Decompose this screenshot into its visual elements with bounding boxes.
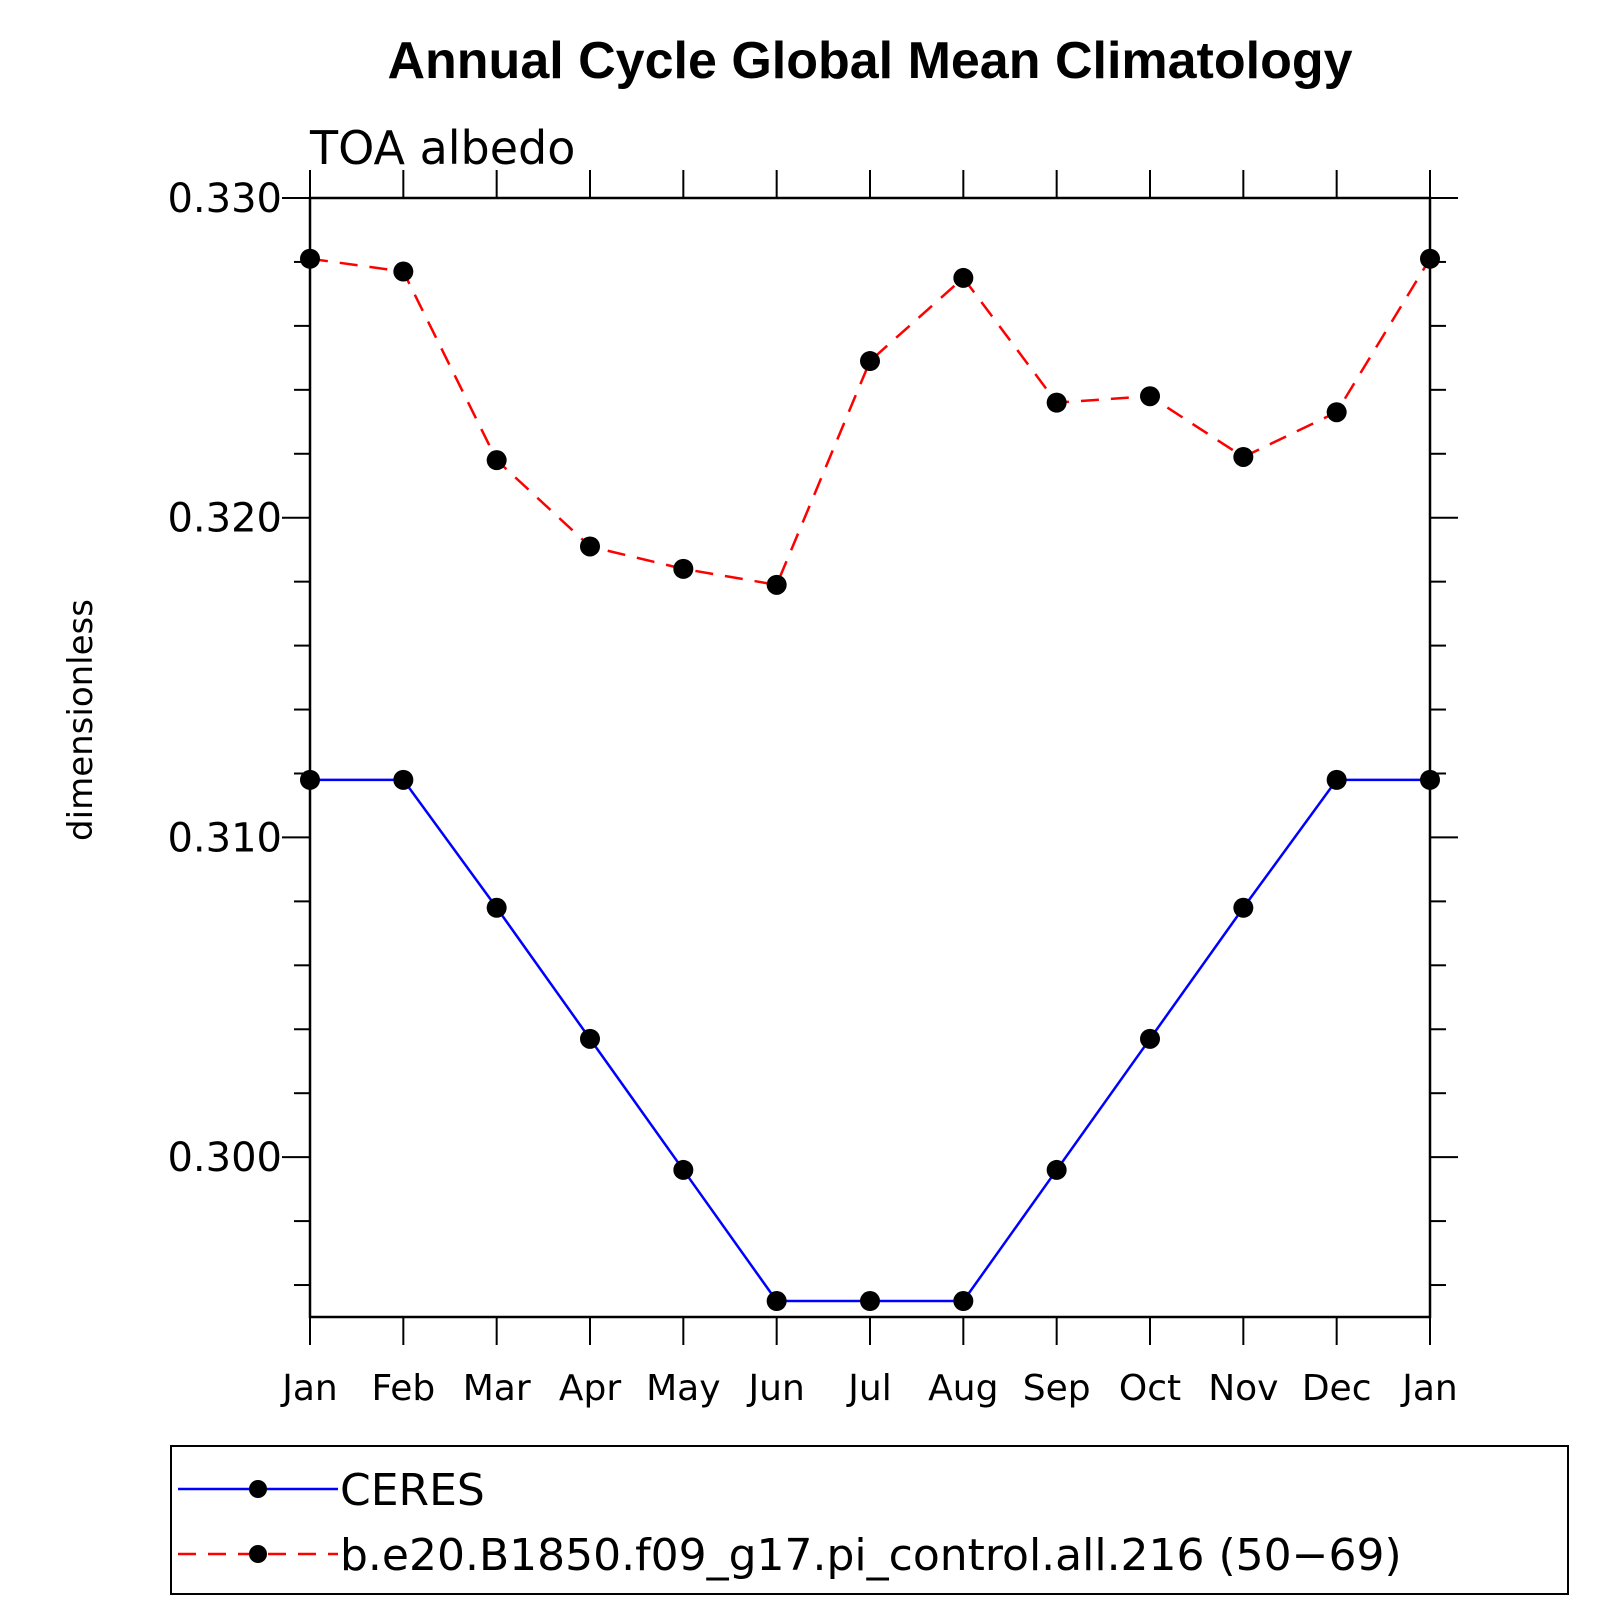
series-0-point bbox=[860, 1291, 880, 1312]
y-tick-label: 0.300 bbox=[167, 1135, 282, 1181]
legend-label-model: b.e20.B1850.f09_g17.pi_control.all.216 (… bbox=[340, 1530, 1402, 1581]
legend-marker-model bbox=[249, 1545, 267, 1563]
x-tick-label: May bbox=[646, 1368, 720, 1409]
x-tick-label: Aug bbox=[928, 1368, 998, 1409]
series-0-point bbox=[766, 1291, 787, 1312]
chart-title: Annual Cycle Global Mean Climatology bbox=[387, 32, 1352, 90]
series-0-point bbox=[393, 769, 414, 790]
series-0-point bbox=[1420, 769, 1440, 790]
y-tick-label: 0.320 bbox=[167, 496, 282, 542]
series-0-point bbox=[953, 1291, 974, 1312]
chart-subtitle: TOA albedo bbox=[309, 121, 575, 175]
x-tick-label: Nov bbox=[1208, 1368, 1278, 1409]
x-tick-label: Jul bbox=[846, 1368, 891, 1409]
legend-box bbox=[170, 1445, 1569, 1595]
x-tick-label: Jan bbox=[1400, 1368, 1458, 1409]
series-1-point bbox=[1233, 446, 1254, 467]
series-0-point bbox=[673, 1159, 694, 1180]
x-tick-label: Oct bbox=[1119, 1368, 1181, 1409]
series-1-point bbox=[860, 351, 880, 372]
x-tick-label: Feb bbox=[371, 1368, 435, 1409]
series-1-point bbox=[393, 261, 414, 282]
series-1-point bbox=[486, 450, 507, 471]
legend-label-ceres: CERES bbox=[340, 1465, 485, 1516]
x-tick-label: Sep bbox=[1023, 1368, 1091, 1409]
x-tick-label: Jun bbox=[747, 1368, 805, 1409]
series-layer bbox=[300, 248, 1440, 1312]
series-0-point bbox=[1140, 1028, 1160, 1049]
series-1-point bbox=[1046, 392, 1067, 413]
series-0-point bbox=[300, 769, 320, 790]
legend: CERES b.e20.B1850.f09_g17.pi_control.all… bbox=[170, 1445, 1569, 1595]
series-1-point bbox=[300, 248, 320, 269]
series-1-point bbox=[580, 536, 600, 557]
legend-marker-ceres bbox=[249, 1480, 267, 1498]
y-axis-label: dimensionless bbox=[61, 599, 101, 841]
series-0-point bbox=[1233, 897, 1254, 918]
series-1-point bbox=[673, 558, 694, 579]
series-0-point bbox=[1046, 1159, 1067, 1180]
y-tick-label: 0.310 bbox=[167, 815, 282, 861]
series-1-point bbox=[1326, 402, 1347, 423]
series-line-1 bbox=[309, 257, 1432, 587]
series-0-point bbox=[1326, 769, 1347, 790]
x-tick-label: Apr bbox=[559, 1368, 621, 1409]
x-tick-label: Dec bbox=[1302, 1368, 1372, 1409]
series-line-0 bbox=[310, 778, 1430, 1303]
series-1-point bbox=[953, 267, 974, 288]
x-axis-ticks: Jan Feb Mar Apr May Jun Jul Aug Sep Oct Nov Dec Jan bbox=[280, 170, 1458, 1409]
y-tick-label: 0.330 bbox=[167, 176, 282, 222]
x-tick-label: Jan bbox=[280, 1368, 338, 1409]
series-1-point bbox=[1420, 248, 1440, 269]
series-0-point bbox=[486, 897, 507, 918]
series-1-point bbox=[766, 574, 787, 595]
series-1-point bbox=[1140, 386, 1160, 407]
x-tick-label: Mar bbox=[463, 1368, 531, 1409]
series-0-point bbox=[580, 1028, 600, 1049]
y-axis-ticks: 0.300 0.310 0.320 0.330 bbox=[167, 176, 1458, 1287]
